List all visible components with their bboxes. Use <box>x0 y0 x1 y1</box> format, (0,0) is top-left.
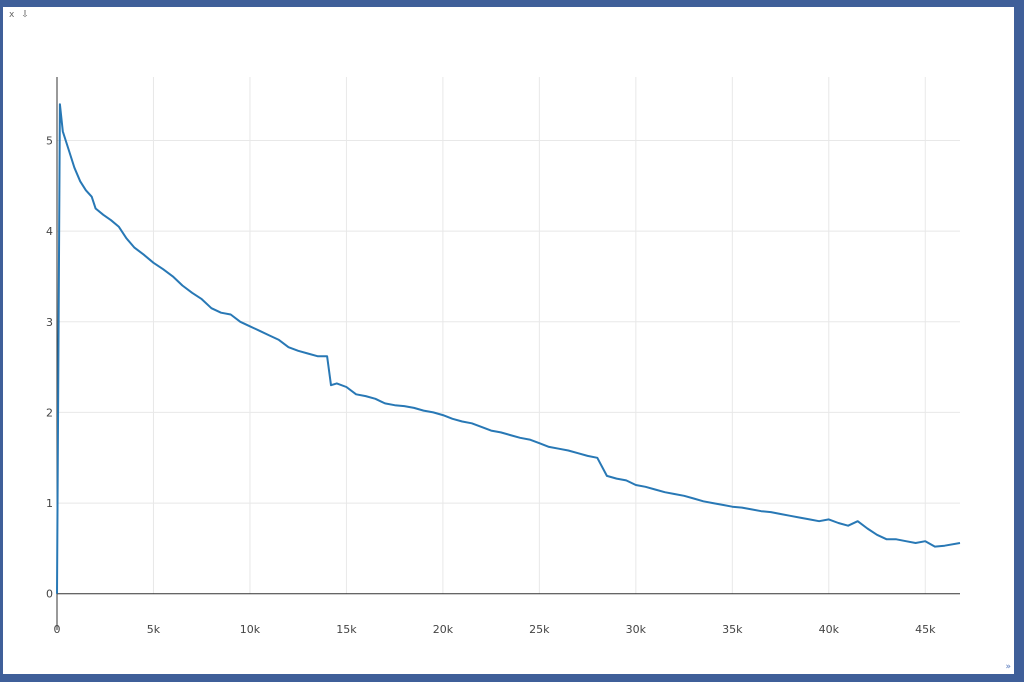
y-tick-label: 3 <box>46 316 53 329</box>
y-tick-label: 5 <box>46 134 53 147</box>
x-tick-label: 25k <box>529 623 550 636</box>
x-tick-label: 30k <box>626 623 647 636</box>
x-tick-label: 10k <box>240 623 261 636</box>
series-group <box>56 103 961 594</box>
x-tick-label: 5k <box>147 623 161 636</box>
series-line <box>56 103 961 594</box>
x-tick-label: 40k <box>819 623 840 636</box>
y-tick-label: 2 <box>46 406 53 419</box>
x-tick-label: 0 <box>54 623 61 636</box>
download-icon[interactable]: ⇩ <box>21 10 29 20</box>
x-tick-label: 15k <box>336 623 357 636</box>
x-tick-label: 35k <box>722 623 743 636</box>
expand-icon[interactable]: » <box>1005 662 1011 672</box>
x-tick-label: 45k <box>915 623 936 636</box>
y-tick-label: 4 <box>46 225 53 238</box>
panel-toolbar: x ⇩ <box>9 10 29 20</box>
y-tick-label: 1 <box>46 497 53 510</box>
gridlines <box>57 77 960 594</box>
axes <box>56 77 960 630</box>
x-axis-ticks: 0 5k 10k 15k 20k 25k 30k 35k 40k 45k <box>54 623 937 636</box>
y-tick-label: 0 <box>46 588 53 601</box>
close-icon[interactable]: x <box>9 10 15 20</box>
x-tick-label: 20k <box>433 623 454 636</box>
y-axis-ticks: 0 1 2 3 4 5 <box>46 134 53 600</box>
chart-panel: x ⇩ » <box>3 7 1014 674</box>
